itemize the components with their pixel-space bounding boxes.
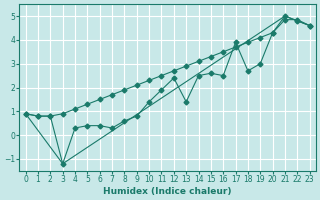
X-axis label: Humidex (Indice chaleur): Humidex (Indice chaleur) <box>103 187 232 196</box>
